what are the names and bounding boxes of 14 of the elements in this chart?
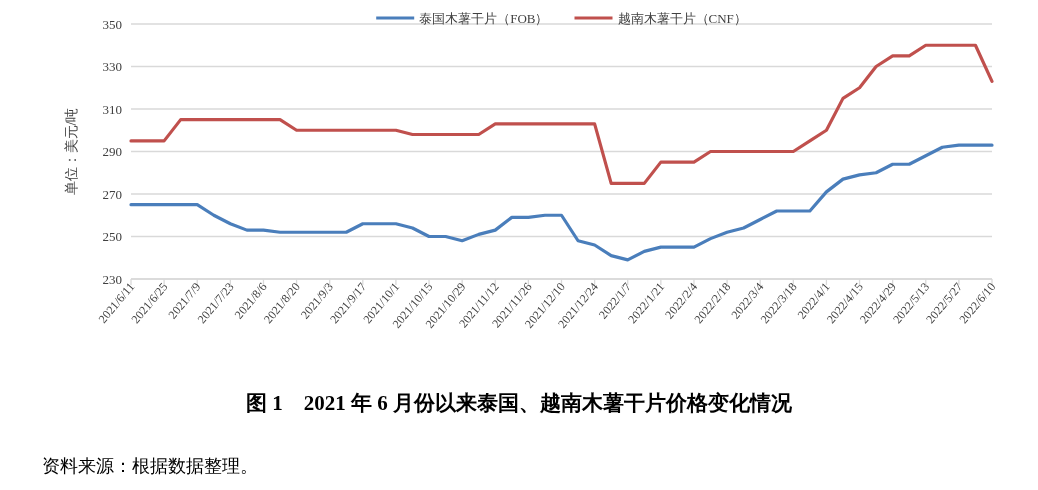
y-tick-label: 330: [102, 59, 122, 74]
y-tick-label: 290: [102, 144, 122, 159]
y-tick-label: 250: [102, 229, 122, 244]
line-series: [129, 143, 994, 262]
legend-label: 泰国木薯干片（FOB）: [419, 10, 549, 26]
y-tick-label: 310: [102, 101, 122, 117]
y-axis-title: 单位：美元/吨: [64, 107, 79, 196]
y-tick-label: 230: [102, 271, 122, 287]
legend-label: 越南木薯干片（CNF）: [617, 10, 747, 26]
line-series: [129, 43, 994, 185]
y-tick-label: 350: [102, 16, 122, 32]
text: 图 1 2021 年 6 月份以来泰国、越南木薯干片价格变化情况: [246, 391, 793, 415]
y-tick-label: 270: [102, 186, 122, 202]
text: 资料来源：根据数据整理。: [42, 456, 258, 476]
